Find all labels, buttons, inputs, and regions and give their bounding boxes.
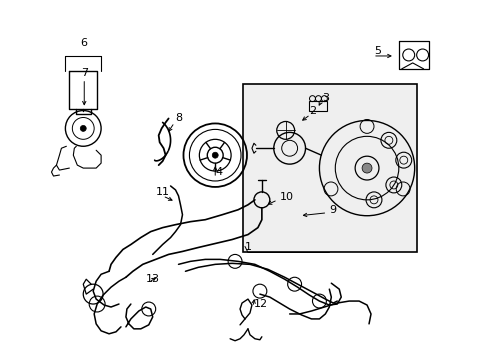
Text: 12: 12 [253, 299, 267, 309]
Circle shape [212, 152, 218, 158]
Text: 1: 1 [244, 243, 251, 252]
Text: 4: 4 [215, 167, 222, 177]
Text: 9: 9 [328, 205, 336, 215]
Circle shape [361, 163, 371, 173]
Text: 13: 13 [145, 274, 160, 284]
Bar [309, 100, 326, 111]
Bar [243, 84, 416, 252]
Text: 8: 8 [175, 113, 183, 123]
Text: 11: 11 [155, 187, 169, 197]
Text: 3: 3 [322, 93, 329, 103]
Text: 6: 6 [81, 38, 87, 48]
Circle shape [80, 125, 86, 131]
Text: 10: 10 [279, 192, 293, 202]
Text: 7: 7 [81, 68, 88, 78]
Text: 2: 2 [309, 105, 316, 116]
Text: 5: 5 [373, 46, 380, 56]
